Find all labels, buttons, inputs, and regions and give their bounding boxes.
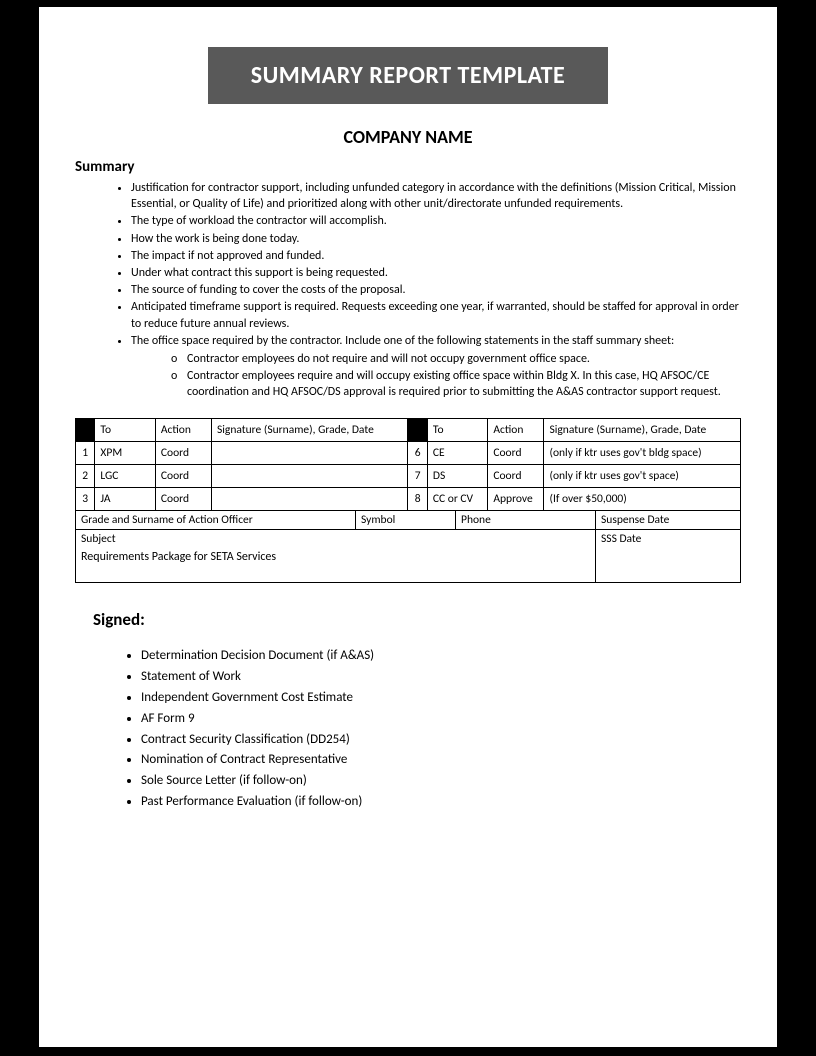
row-sig bbox=[212, 465, 408, 488]
table-header-row: To Action Signature (Surname), Grade, Da… bbox=[76, 419, 741, 442]
signed-item: Independent Government Cost Estimate bbox=[141, 688, 741, 709]
row-action: Coord bbox=[155, 465, 211, 488]
row-num: 7 bbox=[408, 465, 427, 488]
row-sig bbox=[212, 488, 408, 511]
black-cell bbox=[76, 419, 95, 442]
table-row: 2 LGC Coord 7 DS Coord (only if ktr uses… bbox=[76, 465, 741, 488]
summary-item: Anticipated timeframe support is require… bbox=[131, 299, 741, 331]
row-to: JA bbox=[95, 488, 155, 511]
summary-subitem: Contractor employees require and will oc… bbox=[171, 368, 741, 400]
sss-label: SSS Date bbox=[596, 530, 741, 583]
row-action: Coord bbox=[155, 488, 211, 511]
summary-item: Under what contract this support is bein… bbox=[131, 265, 741, 281]
document-page: SUMMARY REPORT TEMPLATE COMPANY NAME Sum… bbox=[39, 7, 777, 1047]
phone-label: Phone bbox=[456, 511, 596, 530]
row-action: Approve bbox=[488, 488, 544, 511]
summary-subitem: Contractor employees do not require and … bbox=[171, 351, 741, 367]
summary-item: Justification for contractor support, in… bbox=[131, 180, 741, 212]
summary-heading: Summary bbox=[75, 158, 741, 176]
signed-item: Statement of Work bbox=[141, 667, 741, 688]
signed-heading: Signed: bbox=[93, 609, 741, 630]
subject-value: Requirements Package for SETA Services bbox=[76, 548, 596, 583]
signed-item: AF Form 9 bbox=[141, 709, 741, 730]
row-to: LGC bbox=[95, 465, 155, 488]
header-to: To bbox=[427, 419, 487, 442]
row-sig bbox=[212, 442, 408, 465]
row-num: 6 bbox=[408, 442, 427, 465]
row-action: Coord bbox=[488, 465, 544, 488]
summary-item-text: The office space required by the contrac… bbox=[131, 334, 674, 348]
row-to: CC or CV bbox=[427, 488, 487, 511]
title-banner: SUMMARY REPORT TEMPLATE bbox=[208, 47, 608, 104]
summary-item: The impact if not approved and funded. bbox=[131, 248, 741, 264]
row-action: Coord bbox=[488, 442, 544, 465]
signed-item: Nomination of Contract Representative bbox=[141, 750, 741, 771]
suspense-label: Suspense Date bbox=[596, 511, 741, 530]
summary-list: Justification for contractor support, in… bbox=[75, 180, 741, 400]
summary-item: The source of funding to cover the costs… bbox=[131, 282, 741, 298]
row-to: XPM bbox=[95, 442, 155, 465]
row-sig: (only if ktr uses gov't space) bbox=[544, 465, 741, 488]
summary-sublist: Contractor employees do not require and … bbox=[131, 351, 741, 401]
symbol-label: Symbol bbox=[356, 511, 456, 530]
header-to: To bbox=[95, 419, 155, 442]
info-row: Grade and Surname of Action Officer Symb… bbox=[76, 511, 741, 530]
header-action: Action bbox=[488, 419, 544, 442]
summary-item: The office space required by the contrac… bbox=[131, 333, 741, 401]
row-num: 8 bbox=[408, 488, 427, 511]
row-sig: (only if ktr uses gov't bldg space) bbox=[544, 442, 741, 465]
table-row: 1 XPM Coord 6 CE Coord (only if ktr uses… bbox=[76, 442, 741, 465]
signed-item: Determination Decision Document (if A&AS… bbox=[141, 646, 741, 667]
routing-table: To Action Signature (Surname), Grade, Da… bbox=[75, 418, 741, 511]
header-signature: Signature (Surname), Grade, Date bbox=[212, 419, 408, 442]
info-table: Grade and Surname of Action Officer Symb… bbox=[75, 511, 741, 583]
signed-item: Past Performance Evaluation (if follow-o… bbox=[141, 792, 741, 813]
row-to: DS bbox=[427, 465, 487, 488]
header-signature: Signature (Surname), Grade, Date bbox=[544, 419, 741, 442]
company-name: COMPANY NAME bbox=[75, 126, 741, 148]
table-row: 3 JA Coord 8 CC or CV Approve (If over $… bbox=[76, 488, 741, 511]
row-num: 1 bbox=[76, 442, 95, 465]
row-to: CE bbox=[427, 442, 487, 465]
row-num: 3 bbox=[76, 488, 95, 511]
subject-label: Subject bbox=[76, 530, 596, 549]
summary-item: How the work is being done today. bbox=[131, 231, 741, 247]
row-sig: (If over $50,000) bbox=[544, 488, 741, 511]
black-cell bbox=[408, 419, 427, 442]
signed-item: Sole Source Letter (if follow-on) bbox=[141, 771, 741, 792]
info-row: Subject SSS Date bbox=[76, 530, 741, 549]
signed-list: Determination Decision Document (if A&AS… bbox=[75, 646, 741, 812]
header-action: Action bbox=[155, 419, 211, 442]
summary-item: The type of workload the contractor will… bbox=[131, 213, 741, 229]
row-num: 2 bbox=[76, 465, 95, 488]
grade-label: Grade and Surname of Action Officer bbox=[76, 511, 356, 530]
row-action: Coord bbox=[155, 442, 211, 465]
signed-item: Contract Security Classification (DD254) bbox=[141, 730, 741, 751]
